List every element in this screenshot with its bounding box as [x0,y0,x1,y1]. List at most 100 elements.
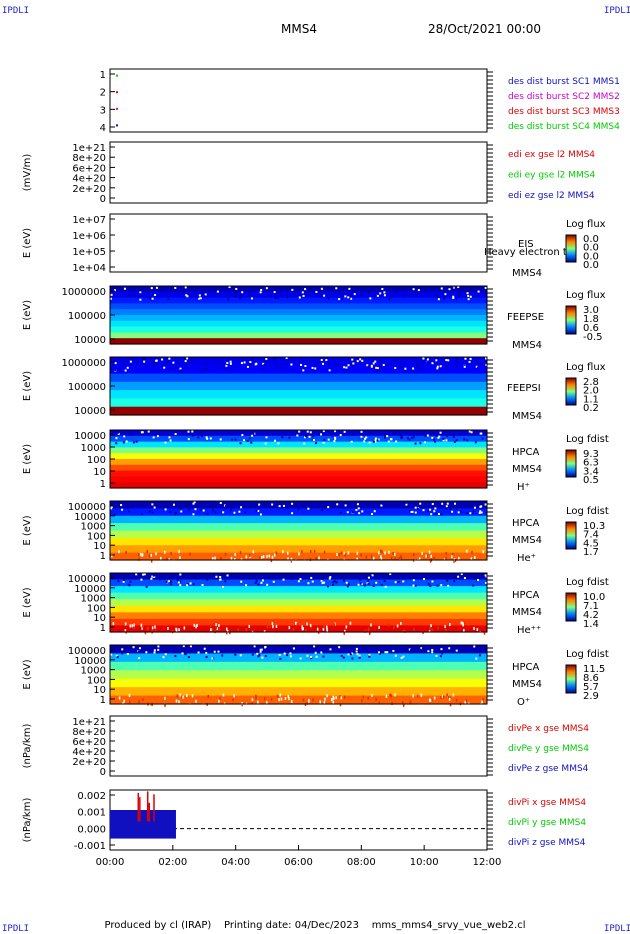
heatmap-noise [110,506,113,509]
heatmap-noise [122,364,125,367]
heatmap-noise [431,503,434,506]
heatmap-noise [336,503,339,506]
heatmap-noise [170,580,173,583]
heatmap-noise [228,286,231,289]
heatmap-noise [277,442,280,445]
heatmap-noise [441,695,444,699]
heatmap-noise [304,292,307,295]
heatmap-noise [179,580,182,583]
heatmap-noise [395,440,398,443]
heatmap-noise [443,703,445,707]
heatmap-noise [254,503,257,506]
x-tick-label: 10:00 [410,857,439,868]
colorbar-tick-label: 4.5 [583,538,599,549]
heatmap-noise [340,696,343,700]
heatmap-noise [154,293,157,296]
heatmap-noise [429,508,432,511]
heatmap-noise [290,557,293,561]
heatmap-noise [368,441,371,444]
heatmap-noise [117,580,120,583]
y-tick-label: 1000 [81,594,106,605]
species-label: He⁺ [517,553,536,564]
heatmap-noise [167,626,169,630]
heatmap-noise [120,504,123,507]
panel-frame [109,572,488,633]
heatmap-noise [273,553,276,557]
heatmap-noise [117,368,120,371]
heatmap-noise [381,550,383,554]
heatmap-noise [332,695,334,699]
heatmap-noise [118,550,120,554]
legend-entry: divPi z gse MMS4 [508,838,586,848]
heatmap-noise [319,502,322,505]
heatmap-noise [322,649,325,652]
heatmap-noise [378,701,381,705]
colorbar-title: Log flux [566,290,606,301]
heatmap-noise [148,510,151,513]
heatmap-noise [436,365,439,368]
heatmap-noise [328,577,331,580]
heatmap-band [110,332,487,339]
heatmap-noise [312,439,315,442]
heatmap-noise [437,436,440,439]
heatmap-noise [121,652,124,655]
heatmap-noise [417,289,420,292]
heatmap-noise [251,701,254,705]
heatmap-noise [336,364,339,367]
heatmap-noise [112,622,115,626]
heatmap-noise [152,574,155,577]
heatmap-band [110,470,487,477]
heatmap-noise [353,504,356,507]
heatmap-noise [221,654,224,657]
heatmap-noise [179,573,182,576]
heatmap-noise [197,297,200,300]
heatmap-noise [179,556,181,560]
y-tick-label: 1000 [81,522,106,533]
heatmap-band [110,592,487,600]
heatmap-noise [387,363,390,366]
heatmap-noise [410,510,413,513]
heatmap-noise [406,437,409,440]
heatmap-noise [224,580,227,583]
heatmap-noise [421,647,424,650]
heatmap-noise [188,508,191,511]
heatmap-noise [252,631,255,635]
heatmap-noise [172,503,175,506]
heatmap-noise [367,627,370,631]
heatmap-noise [477,648,480,651]
heatmap-noise [260,648,263,651]
heatmap-noise [154,361,157,364]
heatmap-noise [375,366,378,369]
heatmap-noise [345,581,348,584]
y-tick-label: 8e+20 [72,727,106,738]
y-tick-label: 1000 [81,443,106,454]
heatmap-noise [473,506,476,509]
y-tick-label: 6e+20 [72,737,106,748]
heatmap-band [110,612,487,620]
footer-text: Produced by cl (IRAP) Printing date: 04/… [104,920,526,931]
heatmap-noise [414,442,417,445]
colorbar-tick-label: 6.3 [583,458,599,469]
heatmap-noise [155,359,158,362]
heatmap-noise [159,578,162,581]
colorbar-tick-label: 3.0 [583,305,599,316]
colorbar-title: Log flux [566,219,606,230]
heatmap-noise [449,623,451,627]
heatmap-noise [444,293,447,296]
heatmap-noise [129,624,131,628]
colorbar-tick-label: 2.9 [583,691,599,702]
heatmap-noise [334,430,337,433]
heatmap-noise [278,698,280,702]
heatmap-noise [153,651,156,654]
heatmap-noise [189,552,191,556]
y-tick-label: 8e+20 [72,153,106,164]
heatmap-band [110,476,487,483]
heatmap-noise [211,657,214,660]
heatmap-noise [466,647,469,650]
heatmap-noise [263,697,266,701]
heatmap-noise [370,364,373,367]
heatmap-noise [368,653,371,656]
heatmap-noise [446,434,449,437]
heatmap-noise [186,357,189,360]
